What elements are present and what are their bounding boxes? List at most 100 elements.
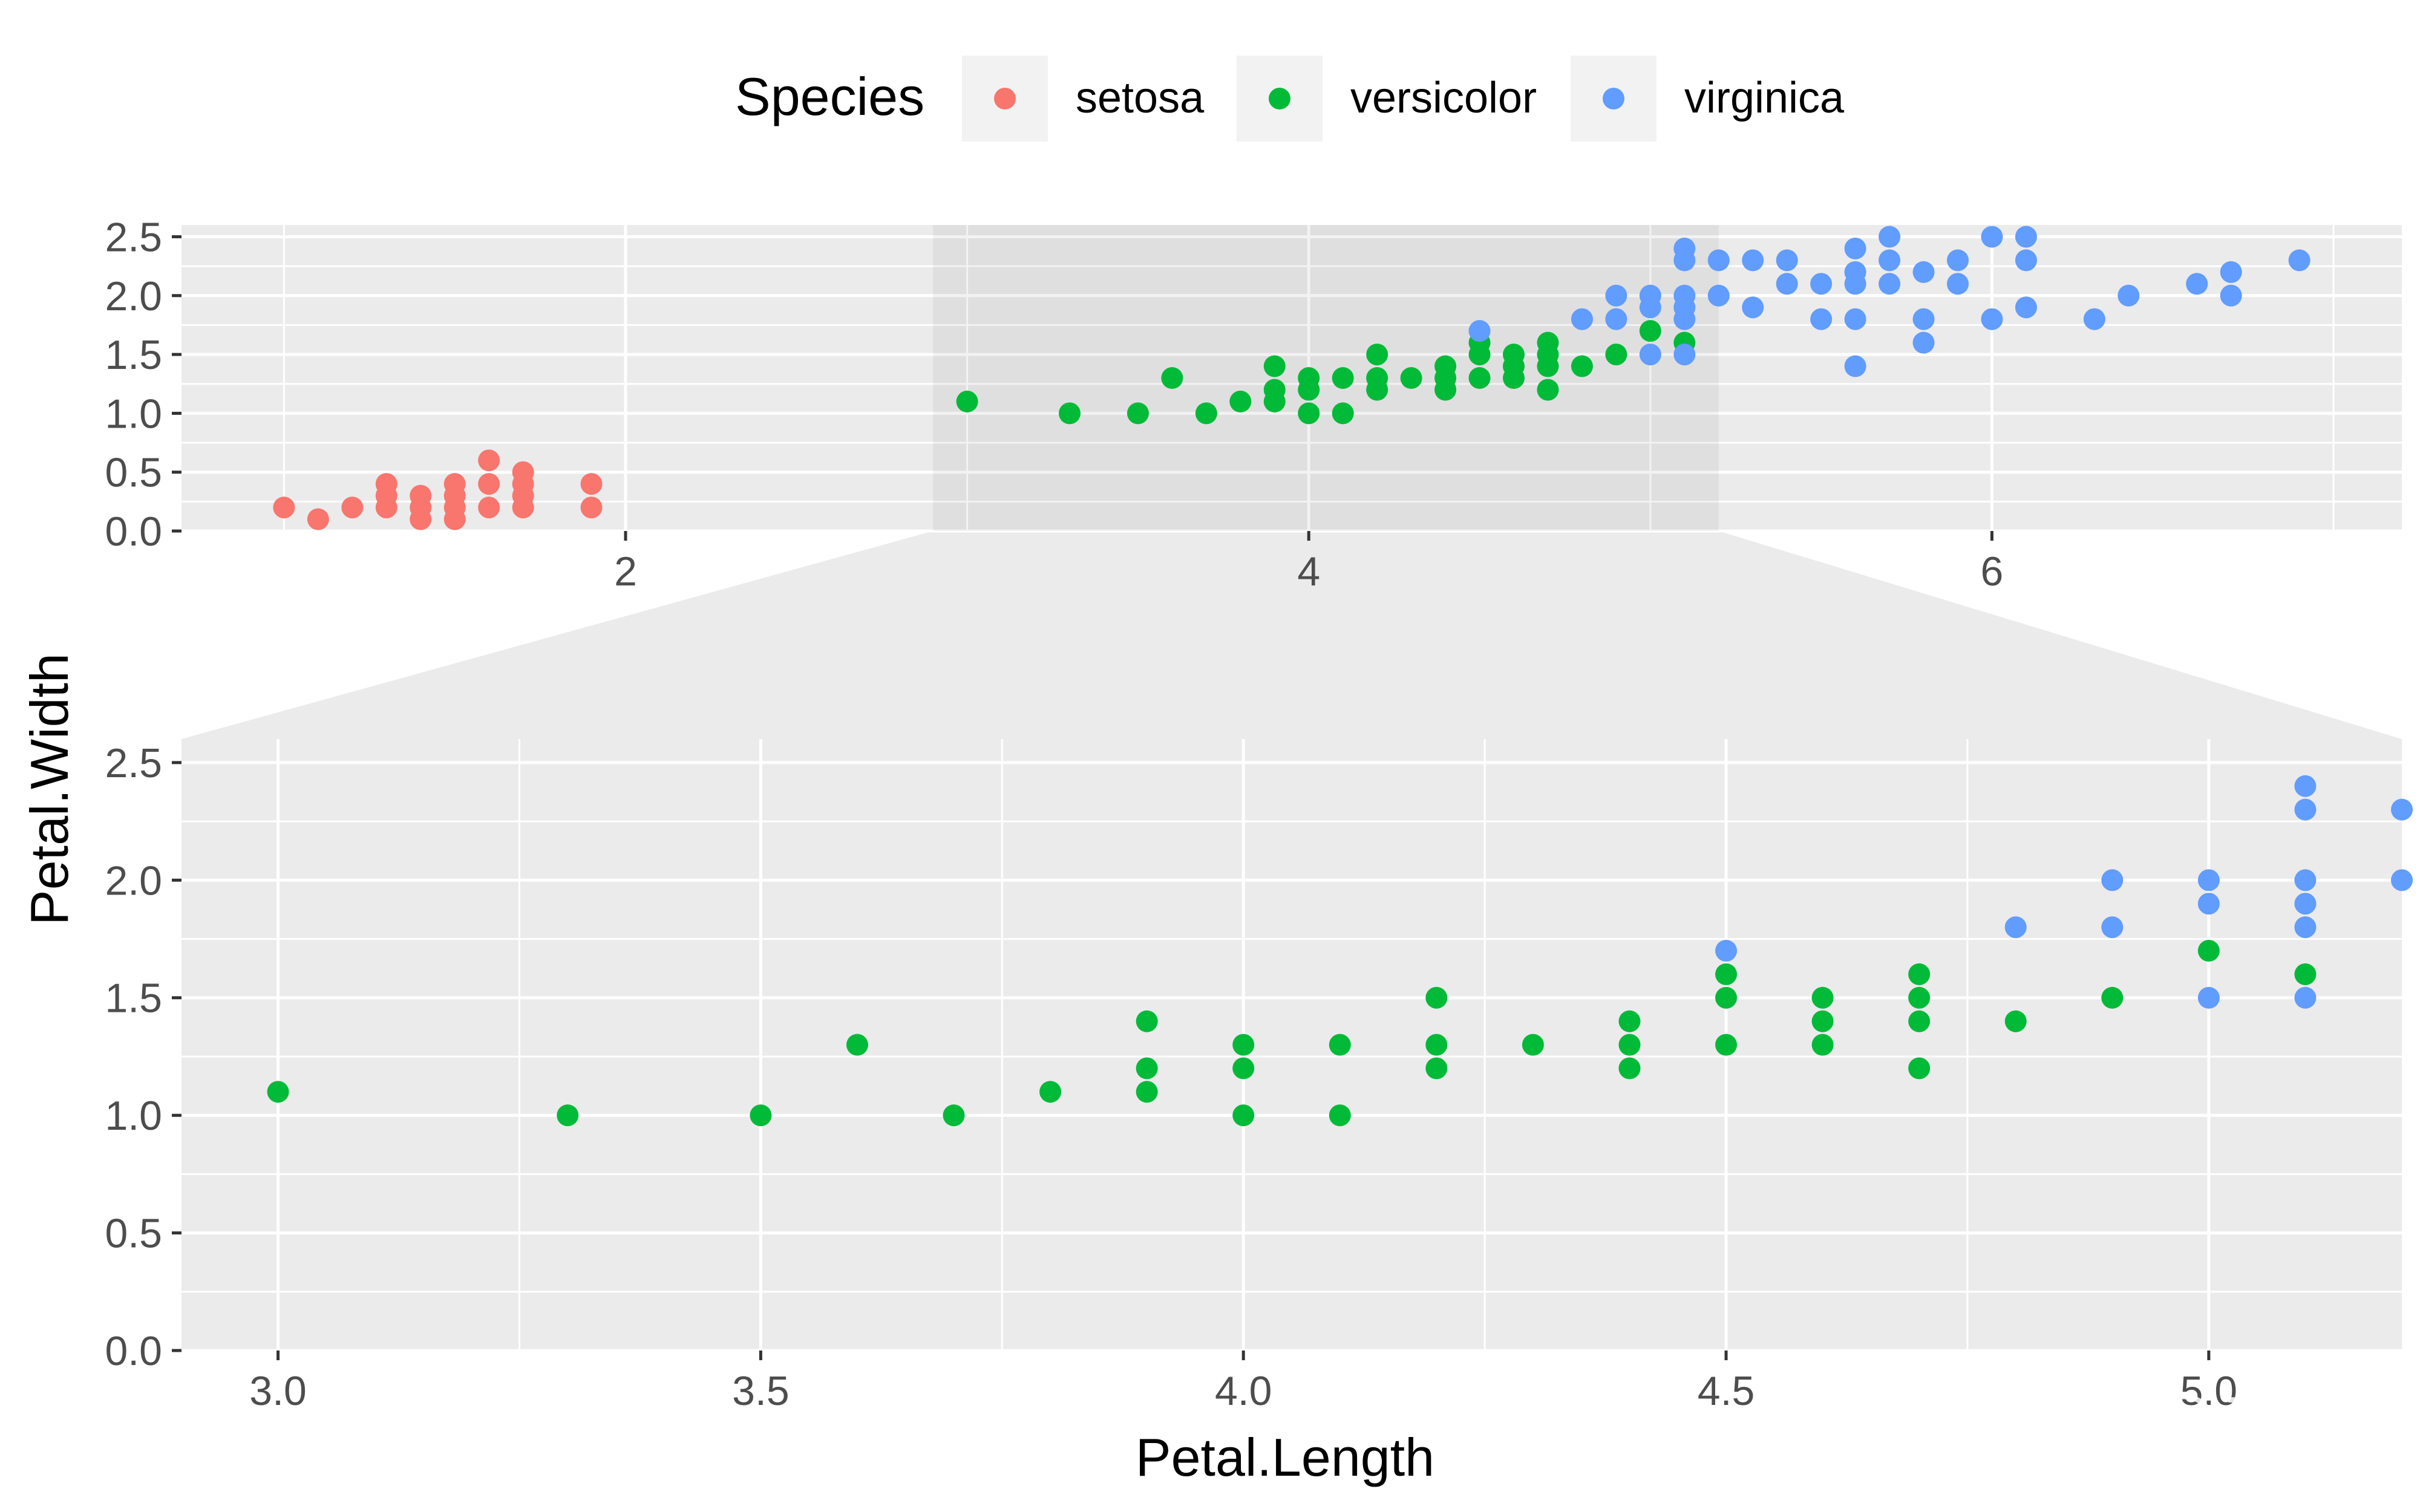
point-virginica [2288,249,2310,272]
point-virginica [2294,775,2317,797]
point-virginica [1605,284,1627,307]
overview-x-axis: 2 4 6 [614,531,2003,595]
y-tick-label: 1.0 [105,1093,162,1139]
point-versicolor [1425,1034,1448,1056]
point-versicolor [1136,1010,1158,1032]
point-virginica [1981,226,2003,248]
point-versicolor [1639,320,1661,342]
point-versicolor [1127,402,1149,425]
point-virginica [1776,249,1798,272]
legend-item-setosa: setosa [962,56,1205,142]
point-versicolor [2197,939,2220,962]
point-versicolor [1232,1057,1255,1080]
point-versicolor [1425,1057,1448,1080]
point-virginica [2294,798,2317,821]
point-virginica [1810,308,1833,330]
zoom-grid [182,739,2402,1352]
point-versicolor [1229,390,1252,412]
point-virginica [1673,237,1696,259]
legend-swatch-versicolor [1269,88,1290,109]
point-virginica [2101,916,2124,939]
legend-swatch-setosa [994,88,1016,109]
point-versicolor [1811,986,1834,1009]
point-virginica [1912,261,1935,283]
y-tick-label: 0.5 [105,450,162,496]
point-virginica [1947,273,1969,295]
point-versicolor [1522,1034,1544,1056]
point-versicolor [1232,1104,1255,1127]
legend-swatch-virginica [1603,88,1624,109]
point-versicolor [1605,344,1627,366]
point-versicolor [1366,367,1388,389]
point-virginica [2294,869,2317,891]
x-tick-label: 5.0 [2180,1368,2238,1414]
point-versicolor [750,1104,772,1127]
point-versicolor [1136,1081,1158,1103]
point-versicolor [1537,379,1559,401]
legend-label-setosa: setosa [1076,74,1205,122]
point-versicolor [1161,367,1183,389]
point-virginica [2197,986,2220,1009]
point-versicolor [1908,1010,1931,1032]
x-axis-title: Petal.Length [1136,1427,1434,1487]
x-tick-label: 2 [614,549,637,595]
point-virginica [1844,355,1866,377]
point-virginica [1947,249,1969,272]
y-tick-label: 1.5 [105,332,162,378]
point-versicolor [1329,1034,1351,1056]
point-virginica [2118,284,2140,307]
point-versicolor [1332,367,1354,389]
point-versicolor [1136,1057,1158,1080]
point-setosa [375,473,397,495]
zoom-x-axis: 3.0 3.5 4.0 4.5 5.0 [249,1351,2237,1414]
point-virginica [1707,249,1730,272]
point-setosa [512,461,534,483]
point-versicolor [1715,1034,1738,1056]
point-versicolor [557,1104,579,1127]
legend-label-versicolor: versicolor [1350,74,1537,122]
overview-grid [182,225,2402,533]
y-tick-label: 2.0 [105,858,162,904]
point-virginica [1673,344,1696,366]
point-versicolor [1715,963,1738,985]
x-tick-label: 3.5 [732,1368,790,1414]
point-versicolor [1503,344,1525,366]
point-versicolor [943,1104,965,1127]
point-virginica [1468,320,1491,342]
point-setosa [580,473,603,495]
point-virginica [1844,308,1866,330]
point-virginica [1844,261,1866,283]
y-tick-label: 2.5 [105,740,162,786]
point-virginica [2220,284,2242,307]
point-virginica [1742,249,1764,272]
point-virginica [1715,939,1738,962]
point-virginica [1879,273,1901,295]
point-virginica [1981,308,2003,330]
y-tick-label: 2.5 [105,214,162,260]
point-virginica [1844,237,1866,259]
point-virginica [1810,273,1833,295]
point-virginica [1776,273,1798,295]
point-virginica [1912,308,1935,330]
zoom-y-axis: 0.0 0.5 1.0 1.5 2.0 2.5 [105,740,182,1374]
point-setosa [307,508,329,530]
point-versicolor [1263,379,1286,401]
zoom-points [267,775,2413,1127]
point-versicolor [1571,355,1593,377]
legend-item-virginica: virginica [1571,56,1845,142]
point-setosa [410,484,432,507]
point-versicolor [2294,963,2317,985]
point-versicolor [1618,1010,1641,1032]
point-versicolor [1618,1057,1641,1080]
point-setosa [443,473,466,495]
point-virginica [2220,261,2242,283]
overview-points [273,226,2310,530]
legend-label-virginica: virginica [1684,74,1845,122]
point-versicolor [1434,355,1457,377]
point-virginica [1639,284,1661,307]
point-versicolor [1715,986,1738,1009]
point-virginica [2083,308,2105,330]
point-virginica [2015,249,2037,272]
y-tick-label: 2.0 [105,273,162,319]
